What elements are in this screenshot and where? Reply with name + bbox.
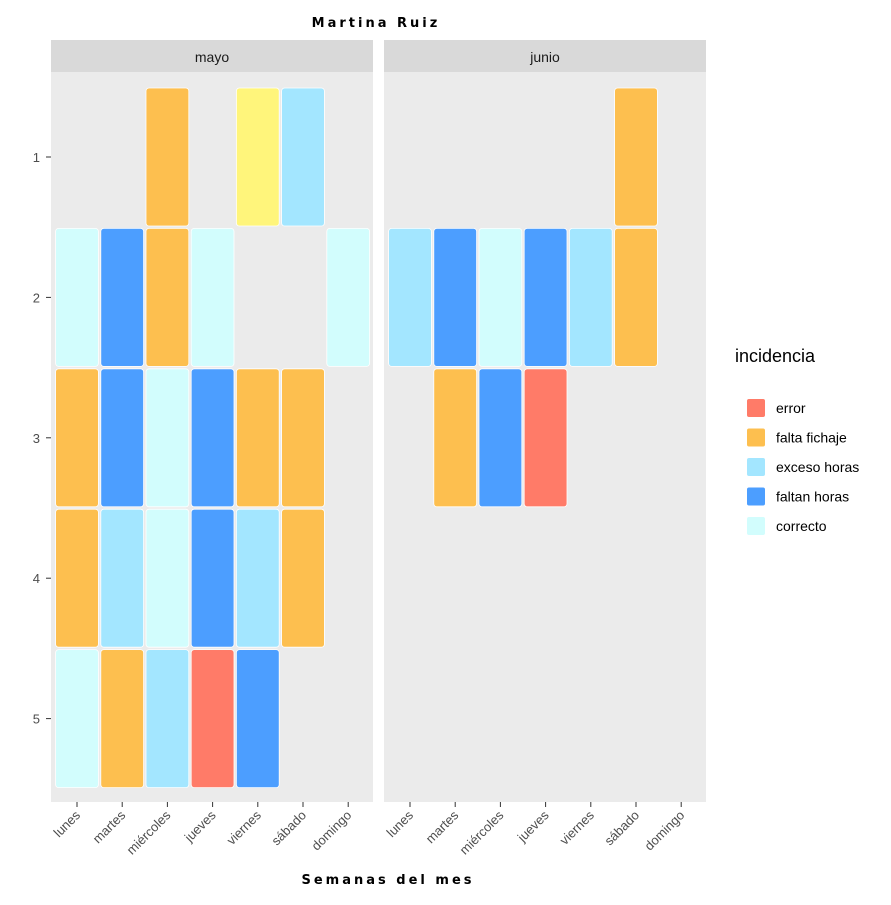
legend: incidencia error falta fichaje exceso hor… xyxy=(735,346,859,535)
legend-label-correcto: correcto xyxy=(776,518,827,534)
x-tick-label-mayo-miércoles: miércoles xyxy=(124,807,174,857)
x-axis-label: Semanas del mes xyxy=(302,873,475,888)
cell-mayo-w4-miércoles xyxy=(145,508,190,648)
cell-junio-w2-martes xyxy=(433,227,477,367)
cell-mayo-w4-martes xyxy=(100,508,145,648)
x-tick-label-junio-viernes: viernes xyxy=(557,807,598,848)
facet-strip-junio xyxy=(384,40,706,72)
y-axis: 1 2 3 4 5 xyxy=(33,150,51,727)
legend-item-falta_fichaje: falta fichaje xyxy=(747,428,847,447)
legend-label-faltan_horas: faltan horas xyxy=(776,489,849,505)
cell-junio-w2-viernes xyxy=(569,227,613,367)
legend-label-falta_fichaje: falta fichaje xyxy=(776,430,847,446)
legend-key-error xyxy=(747,399,765,417)
legend-key-faltan_horas xyxy=(747,487,765,506)
cell-mayo-w2-martes xyxy=(100,227,145,367)
cell-mayo-w5-viernes xyxy=(235,649,280,788)
facet-strip-mayo xyxy=(51,40,373,72)
cell-mayo-w3-miércoles xyxy=(145,368,190,508)
cell-junio-w3-jueves xyxy=(523,368,568,508)
legend-title: incidencia xyxy=(735,346,816,366)
legend-item-correcto: correcto xyxy=(747,517,827,535)
cell-mayo-w5-jueves xyxy=(190,649,235,788)
legend-label-error: error xyxy=(776,400,806,416)
cell-mayo-w5-miércoles xyxy=(145,649,190,788)
legend-key-exceso_horas xyxy=(747,458,765,476)
cell-junio-w2-jueves xyxy=(523,227,568,367)
cell-mayo-w5-lunes xyxy=(55,649,99,788)
facet-label-junio: junio xyxy=(529,49,560,65)
y-tick-label-4: 4 xyxy=(33,571,40,586)
legend-item-exceso_horas: exceso horas xyxy=(747,458,859,476)
cell-mayo-w5-martes xyxy=(100,649,145,788)
facet-label-mayo: mayo xyxy=(195,49,229,65)
x-tick-label-mayo-domingo: domingo xyxy=(308,808,354,854)
cell-mayo-w2-jueves xyxy=(190,227,235,367)
y-tick-label-3: 3 xyxy=(33,431,40,446)
cell-junio-w1-sábado xyxy=(614,87,658,227)
cell-junio-w2-sábado xyxy=(614,227,658,367)
cell-mayo-w3-jueves xyxy=(190,368,235,508)
x-tick-label-junio-domingo: domingo xyxy=(641,808,687,854)
cell-junio-w2-lunes xyxy=(388,227,432,367)
cell-mayo-w3-sábado xyxy=(281,368,325,508)
chart-title: Martina Ruiz xyxy=(312,16,441,31)
y-tick-label-1: 1 xyxy=(33,150,40,165)
y-tick-label-5: 5 xyxy=(33,712,40,727)
legend-item-error: error xyxy=(747,399,806,417)
cell-junio-w3-martes xyxy=(433,368,477,508)
cell-mayo-w3-martes xyxy=(100,368,145,508)
cell-mayo-w4-lunes xyxy=(55,508,99,648)
x-tick-label-junio-miércoles: miércoles xyxy=(457,807,507,857)
y-tick-label-2: 2 xyxy=(33,290,40,305)
cell-mayo-w4-jueves xyxy=(190,508,235,648)
x-tick-label-mayo-jueves: jueves xyxy=(181,807,219,845)
cell-mayo-w4-sábado xyxy=(281,508,325,648)
cell-mayo-w3-viernes xyxy=(235,368,280,508)
cell-mayo-w4-viernes xyxy=(235,508,280,648)
cell-mayo-w1-miércoles xyxy=(145,87,190,227)
x-tick-label-mayo-lunes: lunes xyxy=(51,807,84,840)
x-tick-label-mayo-viernes: viernes xyxy=(224,807,265,848)
legend-key-falta_fichaje xyxy=(747,428,765,447)
x-tick-label-mayo-martes: martes xyxy=(90,807,129,846)
x-tick-label-junio-sábado: sábado xyxy=(601,808,642,849)
cell-mayo-w2-miércoles xyxy=(145,227,190,367)
cell-mayo-w3-lunes xyxy=(55,368,99,508)
x-tick-label-junio-lunes: lunes xyxy=(384,807,417,840)
cell-mayo-w2-lunes xyxy=(55,227,99,367)
legend-item-faltan_horas: faltan horas xyxy=(747,487,849,506)
legend-label-exceso_horas: exceso horas xyxy=(776,459,859,475)
cell-mayo-w2-domingo xyxy=(326,227,370,367)
cell-junio-w2-miércoles xyxy=(478,227,523,367)
x-tick-label-mayo-sábado: sábado xyxy=(268,808,309,849)
cell-mayo-w1-viernes xyxy=(235,87,280,227)
cell-mayo-w1-sábado xyxy=(281,87,325,227)
legend-key-correcto xyxy=(747,517,765,535)
x-tick-label-junio-martes: martes xyxy=(423,807,462,846)
cell-junio-w3-miércoles xyxy=(478,368,523,508)
x-tick-label-junio-jueves: jueves xyxy=(514,807,552,845)
